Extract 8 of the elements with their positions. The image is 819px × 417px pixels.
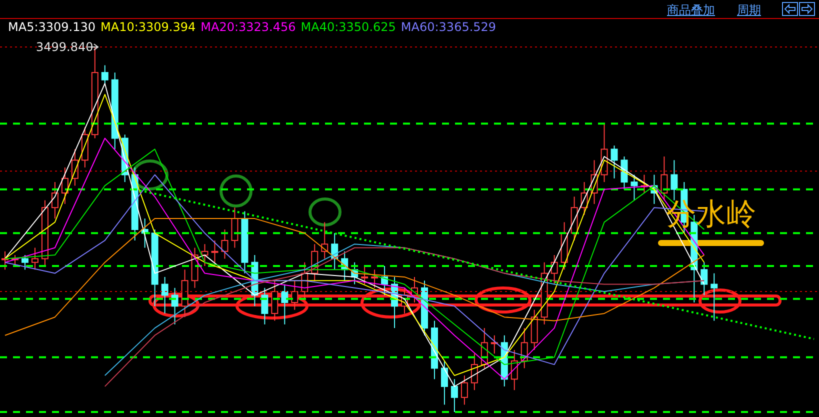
text: 商品叠加 (667, 2, 715, 19)
text: 周期 (737, 2, 761, 19)
text: MA40:3350.625 (300, 20, 396, 34)
annotation: 3499.840 (36, 40, 94, 54)
text: MA5:3309.130 (8, 20, 96, 34)
text: MA10:3309.394 (100, 20, 196, 34)
text: MA60:3365.529 (400, 20, 496, 34)
text: MA20:3323.456 (200, 20, 296, 34)
